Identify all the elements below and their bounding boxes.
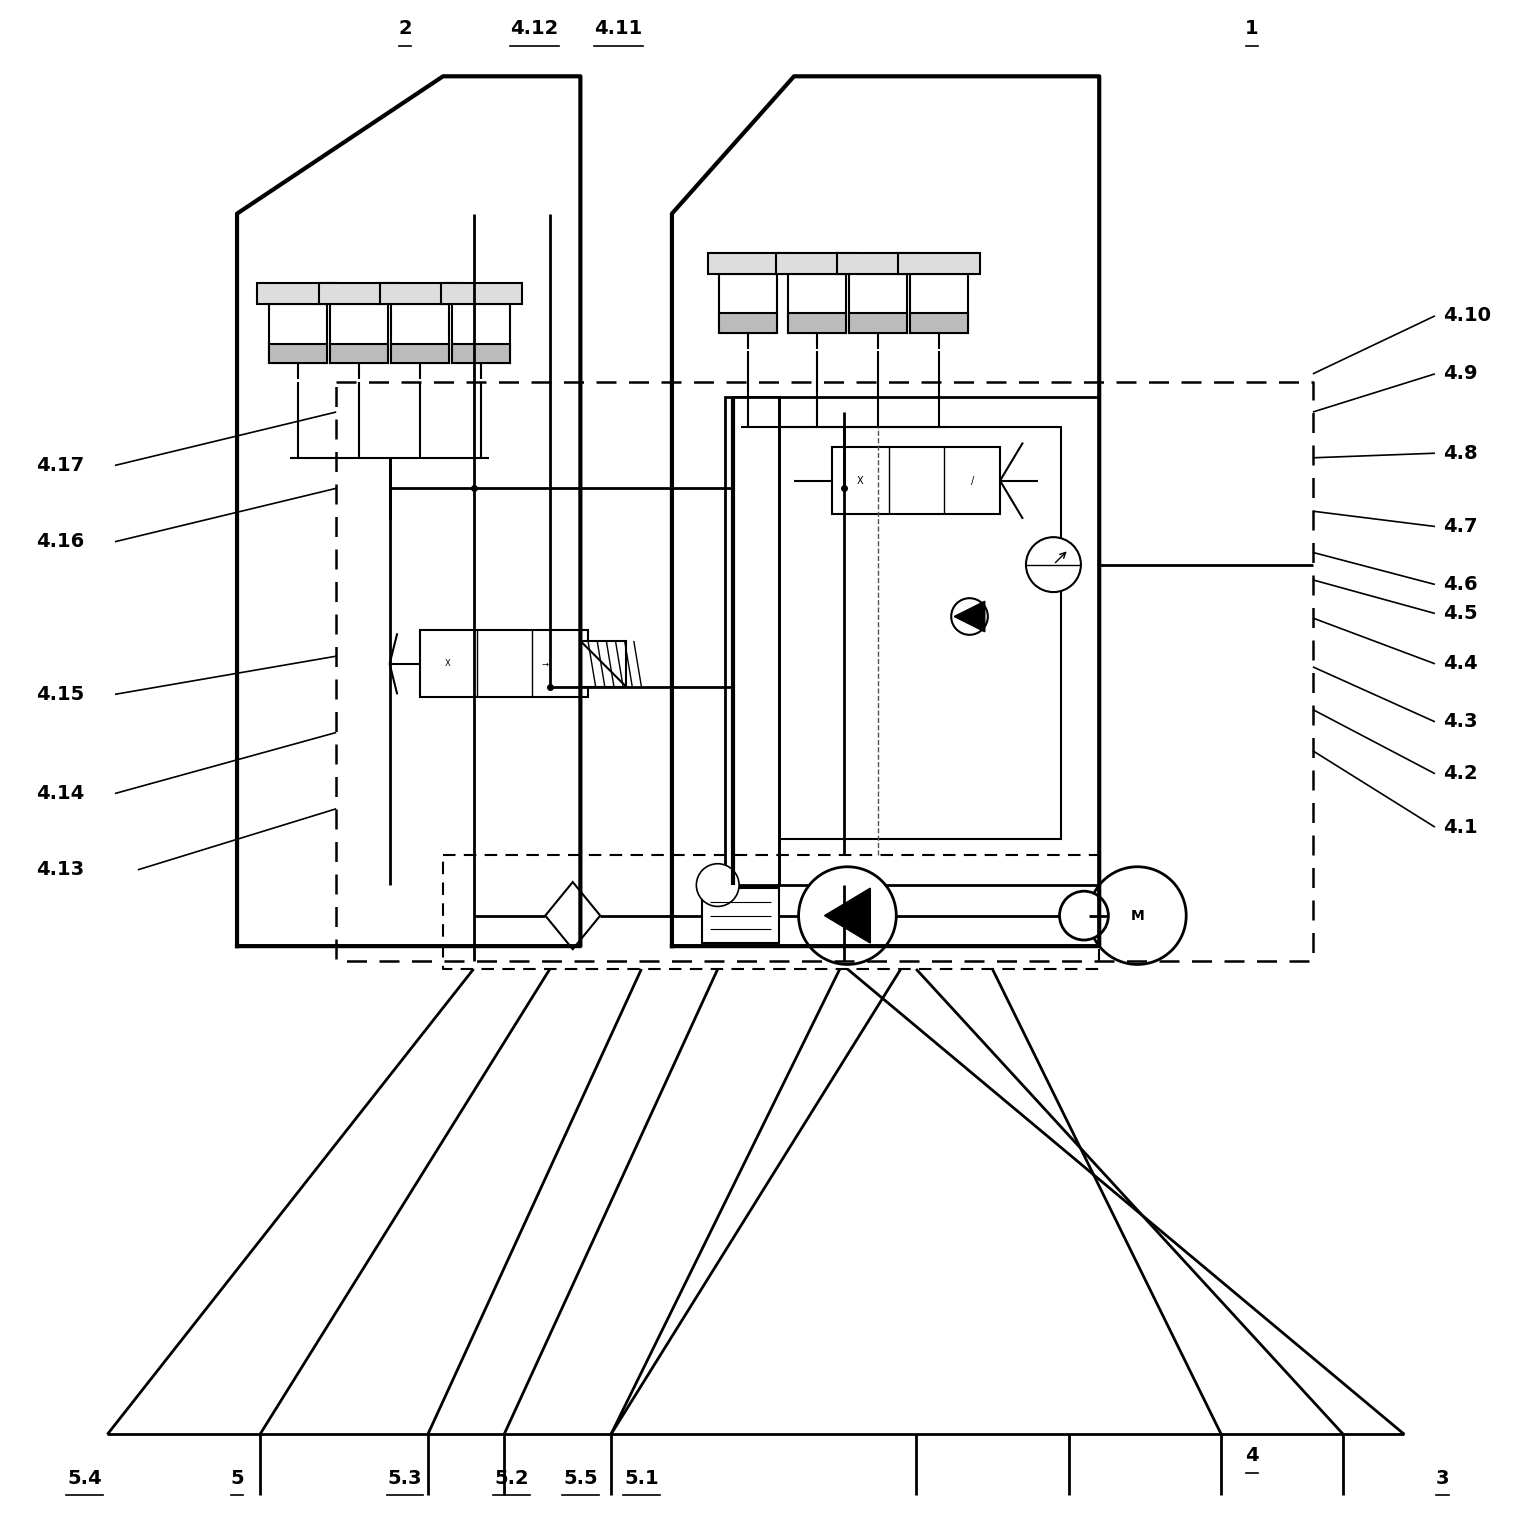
Text: X: X — [444, 659, 450, 668]
Bar — [837, 253, 919, 275]
Bar — [719, 275, 777, 333]
Polygon shape — [545, 882, 600, 949]
Polygon shape — [825, 888, 870, 943]
Bar — [702, 888, 779, 943]
Bar — [776, 253, 858, 275]
Text: 4.17: 4.17 — [37, 456, 84, 475]
Bar — [420, 630, 588, 697]
Text: 4.7: 4.7 — [1443, 517, 1477, 536]
Text: 5.1: 5.1 — [625, 1470, 658, 1488]
Bar — [269, 305, 327, 363]
Bar — [725, 397, 779, 885]
Text: M: M — [1130, 908, 1144, 923]
Text: 4.15: 4.15 — [37, 685, 84, 703]
Bar — [849, 313, 907, 333]
Text: 5.2: 5.2 — [495, 1470, 528, 1488]
Text: 4.13: 4.13 — [37, 861, 84, 879]
Bar — [258, 284, 339, 305]
Circle shape — [696, 864, 739, 906]
Circle shape — [799, 867, 896, 964]
Text: 4.6: 4.6 — [1443, 575, 1477, 594]
Bar — [788, 313, 846, 333]
Bar — [910, 313, 968, 333]
Text: 4.10: 4.10 — [1443, 307, 1490, 325]
Text: 4.3: 4.3 — [1443, 713, 1477, 731]
Circle shape — [951, 598, 988, 635]
Text: 5.4: 5.4 — [67, 1470, 102, 1488]
Text: 4.1: 4.1 — [1443, 818, 1477, 836]
Bar — [707, 253, 789, 275]
Bar — [391, 305, 449, 363]
Bar — [269, 343, 327, 363]
Text: /: / — [971, 476, 974, 485]
Text: 1: 1 — [1245, 20, 1258, 38]
Bar — [719, 313, 777, 333]
Bar — [832, 447, 1000, 514]
Text: 4.5: 4.5 — [1443, 604, 1477, 623]
Bar — [380, 284, 461, 305]
Circle shape — [1026, 537, 1081, 592]
Text: 5.5: 5.5 — [563, 1470, 597, 1488]
Text: 3: 3 — [1435, 1470, 1449, 1488]
Bar — [452, 343, 510, 363]
Bar — [898, 253, 980, 275]
Bar — [580, 641, 626, 687]
Text: 4: 4 — [1245, 1447, 1258, 1465]
Bar — [330, 305, 388, 363]
Bar — [330, 343, 388, 363]
Text: 5: 5 — [231, 1470, 244, 1488]
Text: →: → — [542, 659, 548, 668]
Text: 2: 2 — [399, 20, 412, 38]
Text: 5.3: 5.3 — [388, 1470, 421, 1488]
Text: 4.14: 4.14 — [37, 784, 84, 803]
Circle shape — [1089, 867, 1186, 964]
Bar — [788, 275, 846, 333]
Bar — [452, 305, 510, 363]
Text: 4.2: 4.2 — [1443, 765, 1477, 783]
Text: 4.16: 4.16 — [37, 533, 84, 551]
Bar — [910, 275, 968, 333]
Bar — [319, 284, 400, 305]
Bar — [771, 427, 1061, 839]
Text: 4.9: 4.9 — [1443, 365, 1477, 383]
Polygon shape — [954, 601, 985, 632]
Bar — [441, 284, 522, 305]
Text: 4.8: 4.8 — [1443, 444, 1477, 462]
Bar — [733, 397, 1099, 885]
Text: 4.11: 4.11 — [594, 20, 643, 38]
Text: X: X — [857, 476, 863, 485]
Circle shape — [1060, 891, 1109, 940]
Text: 4.4: 4.4 — [1443, 655, 1477, 673]
Bar — [849, 275, 907, 333]
Bar — [391, 343, 449, 363]
Text: 4.12: 4.12 — [510, 20, 559, 38]
